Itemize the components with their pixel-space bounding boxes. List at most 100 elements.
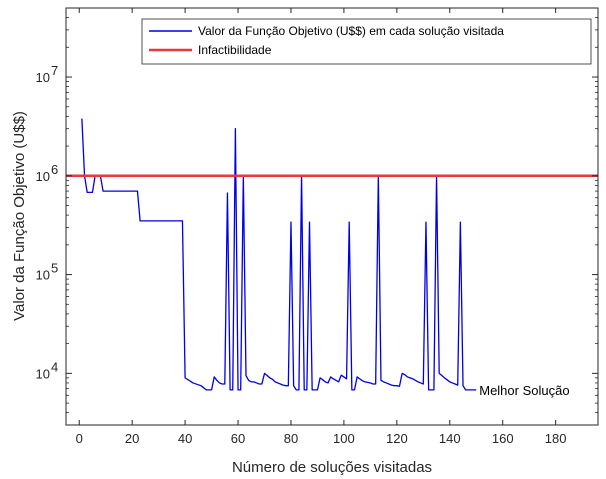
objective-point xyxy=(357,376,358,377)
objective-point xyxy=(306,389,307,390)
objective-point xyxy=(280,383,281,384)
objective-point xyxy=(232,389,233,390)
objective-point xyxy=(349,221,350,222)
objective-point xyxy=(399,386,400,387)
legend-box xyxy=(141,18,592,65)
objective-point xyxy=(441,375,442,376)
objective-point xyxy=(325,381,326,382)
objective-point xyxy=(407,376,408,377)
objective-point xyxy=(224,383,225,384)
objective-point xyxy=(253,381,254,382)
x-tick-label: 120 xyxy=(386,431,408,446)
y-tick-label-exponent: 5 xyxy=(51,261,58,276)
objective-point xyxy=(468,389,469,390)
plot-frame xyxy=(65,7,599,426)
objective-point xyxy=(256,382,257,383)
x-tick-label: 20 xyxy=(125,431,139,446)
objective-point xyxy=(364,381,365,382)
objective-point xyxy=(454,383,455,384)
objective-point xyxy=(431,389,432,390)
objective-point xyxy=(362,380,363,381)
objective-point xyxy=(396,385,397,386)
objective-point xyxy=(412,378,413,379)
objective-point xyxy=(200,385,201,386)
x-tick-label: 160 xyxy=(492,431,514,446)
y-tick-label-exponent: 7 xyxy=(51,63,58,78)
objective-point xyxy=(214,376,215,377)
objective-point xyxy=(370,382,371,383)
objective-point xyxy=(409,377,410,378)
objective-point xyxy=(81,118,82,119)
objective-point xyxy=(383,381,384,382)
objective-point xyxy=(87,192,88,193)
objective-point xyxy=(476,389,477,390)
objective-point xyxy=(304,389,305,390)
objective-point xyxy=(251,381,252,382)
objective-point xyxy=(227,192,228,193)
objective-point xyxy=(449,381,450,382)
x-tick-label: 60 xyxy=(231,431,245,446)
objective-point xyxy=(229,389,230,390)
objective-point xyxy=(272,379,273,380)
objective-point xyxy=(322,379,323,380)
series-layer xyxy=(81,118,477,391)
y-axis-label: Valor da Função Objetivo (U$$) xyxy=(11,111,28,321)
objective-point xyxy=(264,373,265,374)
objective-point xyxy=(116,191,117,192)
objective-point xyxy=(359,378,360,379)
objective-point xyxy=(372,383,373,384)
objective-point xyxy=(137,191,138,192)
objective-point xyxy=(460,221,461,222)
objective-point xyxy=(402,373,403,374)
y-tick-label-exponent: 6 xyxy=(51,162,58,177)
x-tick-label: 180 xyxy=(545,431,567,446)
objective-point xyxy=(208,389,209,390)
objective-point xyxy=(346,378,347,379)
objective-point xyxy=(309,221,310,222)
objective-point xyxy=(367,382,368,383)
objective-point xyxy=(388,383,389,384)
objective-point xyxy=(206,389,207,390)
objective-point xyxy=(428,389,429,390)
objective-point xyxy=(237,389,238,390)
x-axis-ticks: 0 20 40 60 80 100 120 140 160 180 xyxy=(76,8,567,446)
legend: Valor da Função Objetivo (U$$) em cada s… xyxy=(141,18,592,65)
x-tick-label: 40 xyxy=(178,431,192,446)
objective-point xyxy=(327,382,328,383)
objective-series-line xyxy=(81,118,477,391)
objective-point xyxy=(89,192,90,193)
objective-point xyxy=(375,383,376,384)
objective-point xyxy=(386,382,387,383)
y-tick-label: 10 xyxy=(36,366,50,381)
objective-point xyxy=(269,377,270,378)
objective-point xyxy=(312,389,313,390)
objective-point xyxy=(462,385,463,386)
y-tick-label-exponent: 4 xyxy=(51,359,58,374)
objective-point xyxy=(105,191,106,192)
objective-point xyxy=(394,385,395,386)
objective-point xyxy=(296,389,297,390)
objective-point xyxy=(259,383,260,384)
objective-point xyxy=(447,379,448,380)
x-tick-label: 100 xyxy=(333,431,355,446)
plot-area xyxy=(66,8,598,425)
objective-point xyxy=(341,375,342,376)
legend-entry: Infactibilidade xyxy=(198,43,272,57)
objective-point xyxy=(92,192,93,193)
objective-point xyxy=(182,220,183,221)
objective-point xyxy=(470,389,471,390)
objective-point xyxy=(126,191,127,192)
y-tick-label: 10 xyxy=(36,268,50,283)
objective-point xyxy=(333,378,334,379)
objective-point xyxy=(354,389,355,390)
objective-point xyxy=(404,374,405,375)
objective-point xyxy=(298,389,299,390)
objective-point xyxy=(285,385,286,386)
objective-point xyxy=(222,383,223,384)
objective-point xyxy=(439,373,440,374)
objective-point xyxy=(314,389,315,390)
objective-point xyxy=(192,382,193,383)
objective-point xyxy=(290,221,291,222)
